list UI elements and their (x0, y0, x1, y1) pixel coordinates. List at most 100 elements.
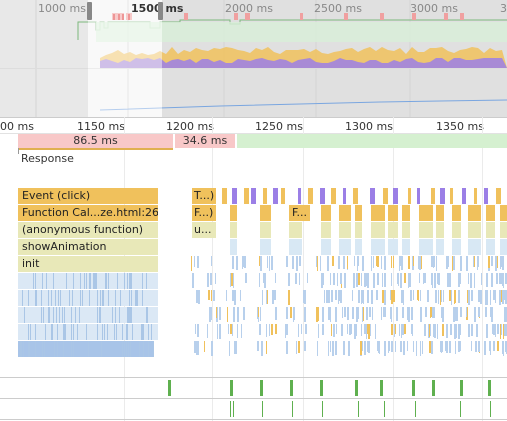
track-divider (0, 398, 507, 399)
flame-init[interactable]: init (18, 256, 158, 272)
deep-call-stripe (485, 307, 487, 317)
deep-call-stripe (304, 307, 306, 322)
flame-function-call[interactable]: Function Cal...ze.html:26) (18, 205, 158, 221)
deep-call-stripe (211, 256, 212, 266)
deep-call-stripe (75, 307, 76, 323)
flame-event-click[interactable]: Event (click) (18, 188, 158, 204)
deep-call-stripe (130, 341, 131, 357)
deep-call-stripe (501, 324, 502, 335)
deep-call-stripe (259, 324, 261, 335)
deep-call-stripe (194, 256, 195, 267)
deep-call-stripe (408, 273, 409, 288)
deep-call-stripe (470, 273, 472, 288)
deep-call-stripe (382, 290, 384, 303)
overview-divider (0, 68, 507, 69)
function-call-block (355, 205, 362, 221)
deep-call-stripe (484, 341, 486, 355)
deep-call-stripe (413, 256, 414, 266)
flame-function-call-2[interactable]: F...) (192, 205, 216, 221)
deep-call-stripe (49, 307, 50, 323)
deep-call-stripe (57, 324, 58, 340)
function-call-block (500, 205, 507, 221)
deep-call-stripe (35, 290, 36, 306)
deep-call-stripe (132, 324, 133, 340)
deep-call-stripe (358, 273, 360, 285)
deep-call-stripe (425, 307, 427, 317)
deep-call-stripe (424, 273, 426, 283)
frames-track (168, 380, 491, 417)
deep-call-stripe (501, 290, 502, 302)
event-stripe (320, 188, 325, 204)
deep-call-stripe (491, 307, 493, 318)
deep-call-stripe (272, 290, 274, 304)
deep-call-stripe (364, 341, 366, 355)
interaction-segment-short[interactable]: 34.6 ms (175, 134, 235, 148)
flame-anonymous-function[interactable]: (anonymous function) (18, 222, 158, 238)
call-block (436, 239, 444, 255)
track-divider (0, 377, 507, 378)
overview-tick: 1500 ms (131, 2, 184, 15)
deep-call-stripe (296, 256, 298, 271)
deep-call-stripe (71, 324, 72, 340)
timeline-overview[interactable]: 1000 ms 1500 ms 2000 ms 2500 ms 3000 ms … (0, 0, 507, 117)
deep-call-stripe (198, 290, 200, 304)
deep-call-stripe (337, 273, 338, 286)
selection-right-handle[interactable] (158, 2, 163, 20)
deep-call-stripe (418, 290, 419, 301)
deep-call-stripe (271, 256, 273, 270)
deep-call-stripe (229, 341, 230, 356)
deep-call-stripe (264, 273, 265, 288)
event-stripe (331, 188, 336, 204)
deep-call-stripe (396, 307, 398, 321)
deep-call-stripe (45, 324, 46, 340)
flame-anonymous-2[interactable]: u... (192, 222, 216, 238)
deep-call-stripe (489, 341, 491, 351)
call-block (339, 239, 351, 255)
function-call-block (321, 205, 331, 221)
flame-show-animation[interactable]: showAnimation (18, 239, 158, 255)
deep-call-stripe (327, 256, 329, 271)
deep-call-stripe (237, 307, 239, 322)
deep-call-stripe (384, 290, 386, 305)
selection-left-handle[interactable] (87, 2, 92, 20)
deep-call-stripe (360, 341, 362, 355)
flame-function-call-3[interactable]: F... (290, 205, 310, 221)
deep-call-stripe (340, 290, 342, 303)
deep-call-stripe (88, 341, 89, 357)
deep-call-stripe (137, 290, 138, 306)
deep-call-stripe (429, 324, 430, 337)
deep-call-stripe (446, 324, 448, 338)
deep-call-stripe (233, 273, 234, 288)
deep-call-stripe (128, 341, 129, 357)
deep-call-stripe (471, 324, 473, 336)
deep-call-stripe (230, 324, 232, 334)
interaction-segment-long[interactable]: 86.5 ms (18, 134, 173, 148)
deep-call-stripe (328, 341, 329, 356)
frame-marker (260, 380, 263, 396)
deep-call-stripe (363, 307, 364, 321)
long-frame-marker (300, 13, 303, 20)
event-stripe (408, 188, 411, 204)
deep-call-stripe (117, 273, 118, 289)
function-call-block (468, 205, 481, 221)
flame-event-2[interactable]: T...) (192, 188, 216, 204)
deep-call-stripe (348, 341, 350, 356)
deep-call-stripe (119, 307, 120, 323)
deep-call-stripe (384, 273, 386, 287)
event-stripe (431, 188, 435, 204)
deep-call-stripe (474, 256, 475, 267)
deep-call-stripe (24, 307, 25, 323)
deep-call-stripe (233, 307, 235, 322)
frame-marker-thin (322, 401, 323, 417)
deep-call-stripe (408, 256, 410, 269)
deep-call-stripe (131, 307, 132, 323)
frame-marker-thin (358, 401, 359, 417)
deep-call-stripe (361, 290, 362, 304)
deep-call-stripe (486, 273, 488, 287)
deep-call-stripe (54, 341, 55, 357)
deep-call-stripe (395, 341, 396, 352)
frame-marker (432, 380, 435, 396)
overview-tick: 3 (500, 2, 507, 15)
deep-call-stripe (343, 256, 345, 269)
call-block (230, 239, 237, 255)
